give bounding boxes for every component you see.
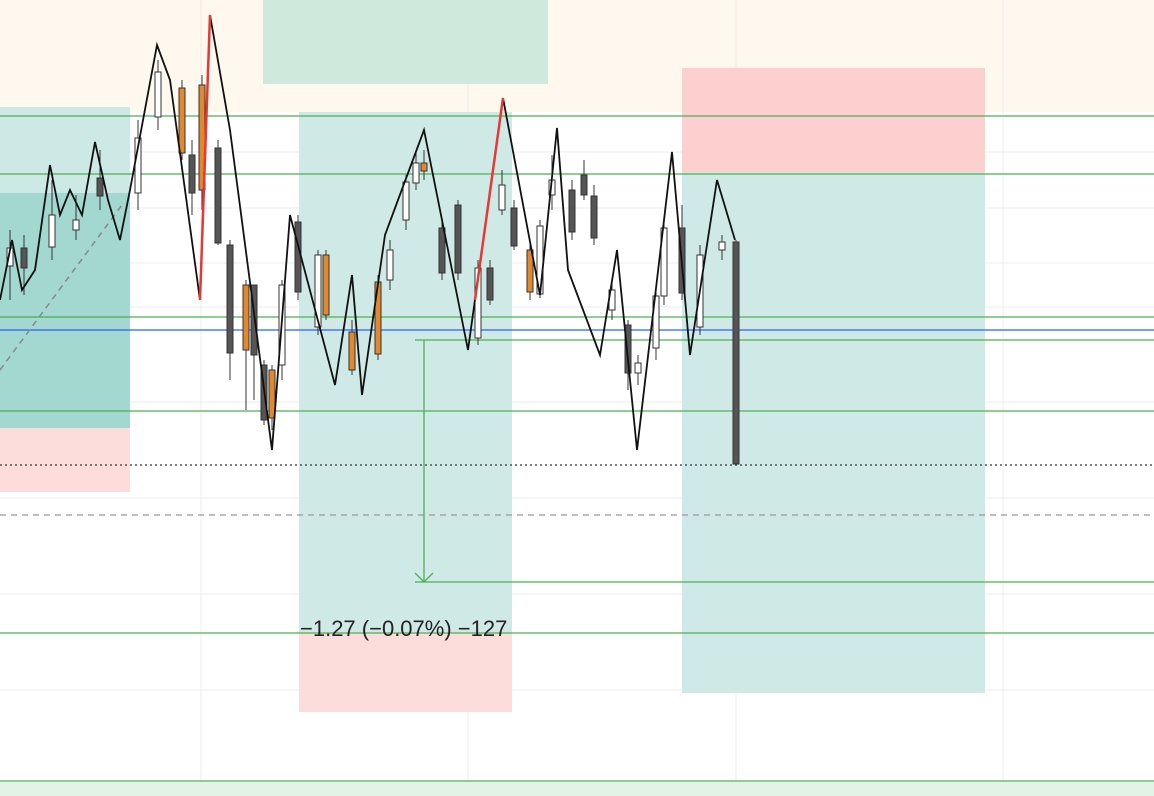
candles	[6, 60, 740, 465]
zigzag	[0, 14, 736, 451]
measure-label: −1.27 (−0.07%) −127	[300, 616, 507, 641]
zigzag-up	[473, 97, 505, 301]
measure-arrow	[414, 340, 434, 583]
levels	[0, 115, 1154, 782]
zigzag-up	[198, 14, 212, 301]
